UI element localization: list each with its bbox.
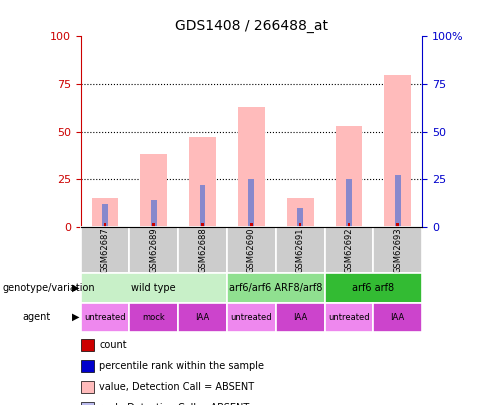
Bar [141, 154, 167, 227]
Text: IAA: IAA [195, 313, 210, 322]
Text: GSM62691: GSM62691 [296, 227, 305, 273]
Bar [227, 303, 276, 332]
Bar [250, 223, 253, 227]
Text: GSM62689: GSM62689 [149, 227, 158, 273]
Text: ▶: ▶ [72, 312, 80, 322]
Bar [129, 227, 178, 273]
Text: mock: mock [142, 313, 165, 322]
Bar [385, 75, 411, 227]
Text: untreated: untreated [328, 313, 370, 322]
Bar [103, 223, 106, 227]
Bar [287, 198, 314, 227]
Bar [81, 303, 129, 332]
Text: GSM62692: GSM62692 [345, 227, 353, 273]
Bar [276, 303, 325, 332]
Text: arf6/arf6 ARF8/arf8: arf6/arf6 ARF8/arf8 [229, 283, 323, 293]
Text: ▶: ▶ [72, 283, 80, 293]
Text: value, Detection Call = ABSENT: value, Detection Call = ABSENT [99, 382, 254, 392]
Bar [81, 227, 129, 273]
Text: wild type: wild type [131, 283, 176, 293]
Bar [92, 198, 119, 227]
Text: percentile rank within the sample: percentile rank within the sample [99, 361, 264, 371]
Bar [336, 126, 362, 227]
Text: GSM62688: GSM62688 [198, 227, 207, 273]
Bar [346, 179, 352, 227]
Text: genotype/variation: genotype/variation [2, 283, 95, 293]
Bar [81, 273, 227, 303]
Bar [189, 137, 216, 227]
Bar [151, 200, 157, 227]
Bar [299, 223, 302, 227]
Bar [347, 223, 350, 227]
Text: IAA: IAA [293, 313, 307, 322]
Bar [325, 273, 422, 303]
Bar [248, 179, 254, 227]
Bar [395, 175, 401, 227]
Text: untreated: untreated [230, 313, 272, 322]
Bar [178, 227, 227, 273]
Bar [178, 303, 227, 332]
Bar [325, 227, 373, 273]
Bar [373, 227, 422, 273]
Text: arf6 arf8: arf6 arf8 [352, 283, 394, 293]
Bar [373, 303, 422, 332]
Bar [200, 185, 205, 227]
Text: GSM62687: GSM62687 [101, 227, 109, 273]
Text: GSM62693: GSM62693 [393, 227, 402, 273]
Text: count: count [99, 340, 127, 350]
Text: rank, Detection Call = ABSENT: rank, Detection Call = ABSENT [99, 403, 249, 405]
Bar [152, 223, 155, 227]
Bar [276, 227, 325, 273]
Bar [396, 223, 399, 227]
Bar [201, 223, 204, 227]
Text: untreated: untreated [84, 313, 126, 322]
Bar [297, 208, 303, 227]
Bar [102, 204, 108, 227]
Text: IAA: IAA [390, 313, 405, 322]
Text: agent: agent [22, 312, 50, 322]
Bar [227, 227, 276, 273]
Bar [238, 107, 265, 227]
Bar [325, 303, 373, 332]
Title: GDS1408 / 266488_at: GDS1408 / 266488_at [175, 19, 328, 33]
Text: GSM62690: GSM62690 [247, 227, 256, 273]
Bar [227, 273, 325, 303]
Bar [129, 303, 178, 332]
